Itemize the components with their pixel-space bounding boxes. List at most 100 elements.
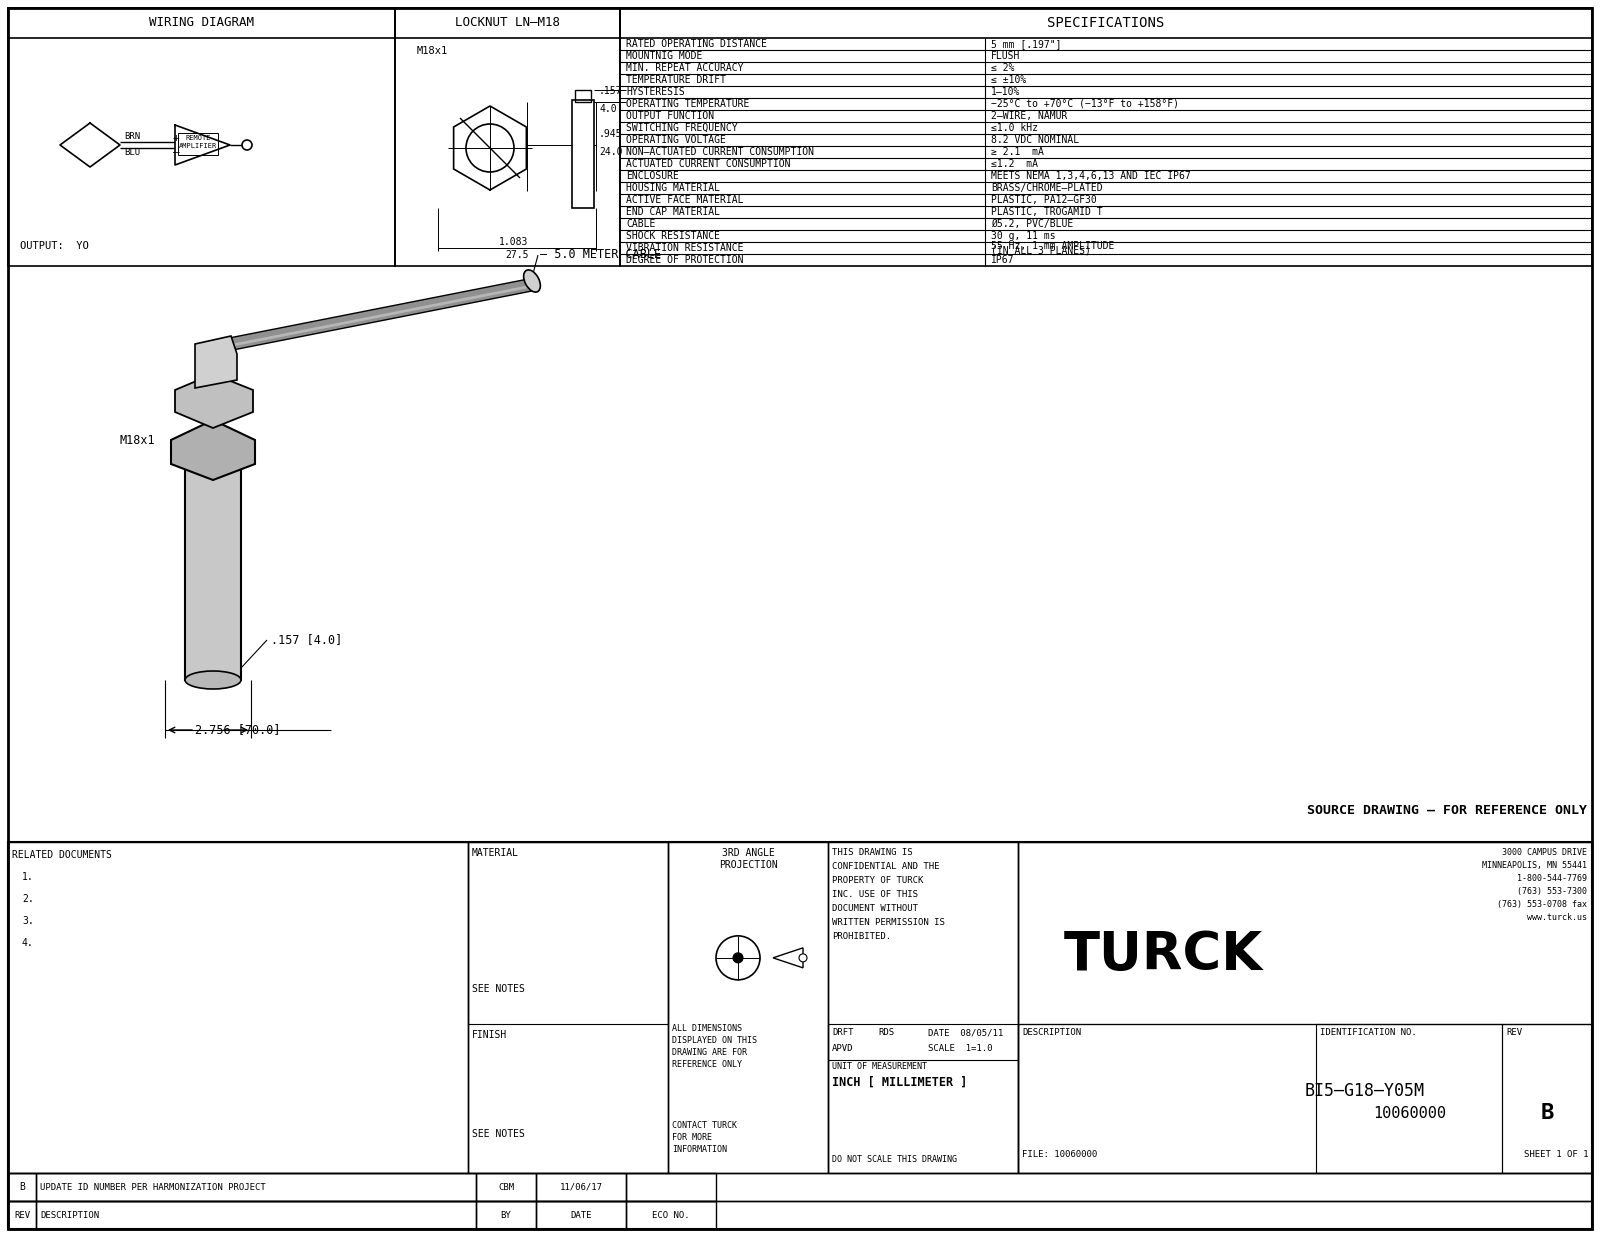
Text: CONTACT TURCK: CONTACT TURCK	[672, 1121, 738, 1131]
Bar	[35, 1201, 477, 1230]
Bar	[477, 1173, 536, 1201]
Bar	[626, 1201, 717, 1230]
Text: CABLE: CABLE	[626, 219, 656, 229]
Text: FOR MORE: FOR MORE	[672, 1133, 712, 1142]
Bar	[1018, 842, 1592, 1024]
Polygon shape	[171, 421, 254, 480]
Polygon shape	[186, 450, 242, 680]
Text: 2.756 [70.0]: 2.756 [70.0]	[195, 724, 280, 736]
Text: 5 mm [.197"]: 5 mm [.197"]	[990, 40, 1061, 49]
Text: ECO NO.: ECO NO.	[653, 1211, 690, 1220]
Text: B: B	[1541, 1103, 1554, 1123]
Bar	[8, 7, 395, 266]
Text: PLASTIC, TROGAMID T: PLASTIC, TROGAMID T	[990, 207, 1102, 216]
Bar	[8, 842, 1592, 1230]
Text: ≤1.2  mA: ≤1.2 mA	[990, 160, 1038, 169]
Text: DO NOT SCALE THIS DRAWING: DO NOT SCALE THIS DRAWING	[832, 1155, 957, 1164]
Text: INC. USE OF THIS: INC. USE OF THIS	[832, 889, 918, 899]
Text: AMPLIFIER: AMPLIFIER	[179, 143, 218, 148]
Text: 24.0: 24.0	[598, 147, 622, 157]
Text: 4.0: 4.0	[598, 104, 616, 114]
Bar	[1018, 1024, 1592, 1173]
Text: +: +	[173, 134, 179, 143]
Text: OUTPUT FUNCTION: OUTPUT FUNCTION	[626, 111, 714, 121]
Text: ≥ 2.1  mA: ≥ 2.1 mA	[990, 147, 1043, 157]
Text: TEMPERATURE DRIFT: TEMPERATURE DRIFT	[626, 75, 726, 85]
Text: (763) 553-7300: (763) 553-7300	[1517, 887, 1587, 896]
Bar	[8, 842, 467, 1173]
Bar	[536, 1173, 626, 1201]
Text: (IN ALL 3 PLANES): (IN ALL 3 PLANES)	[990, 245, 1091, 255]
Text: 4.: 4.	[22, 938, 34, 948]
Text: ALL DIMENSIONS: ALL DIMENSIONS	[672, 1024, 742, 1033]
Text: B: B	[19, 1183, 26, 1192]
Text: OUTPUT:  YO: OUTPUT: YO	[19, 241, 88, 251]
Text: 8.2 VDC NOMINAL: 8.2 VDC NOMINAL	[990, 135, 1078, 145]
Text: BRASS/CHROME–PLATED: BRASS/CHROME–PLATED	[990, 183, 1102, 193]
Text: 1.083: 1.083	[499, 238, 528, 247]
Circle shape	[798, 954, 806, 962]
Text: UPDATE ID NUMBER PER HARMONIZATION PROJECT: UPDATE ID NUMBER PER HARMONIZATION PROJE…	[40, 1183, 266, 1191]
Bar	[8, 7, 395, 38]
Text: SCALE  1=1.0: SCALE 1=1.0	[928, 1044, 992, 1053]
Text: BI5–G18–Y05M: BI5–G18–Y05M	[1306, 1082, 1426, 1100]
Text: IDENTIFICATION NO.: IDENTIFICATION NO.	[1320, 1028, 1418, 1037]
Bar	[8, 1173, 1592, 1201]
Text: −25°C to +70°C (−13°F to +158°F): −25°C to +70°C (−13°F to +158°F)	[990, 99, 1179, 109]
Text: IP67: IP67	[990, 255, 1014, 265]
Text: NON–ACTUATED CURRENT CONSUMPTION: NON–ACTUATED CURRENT CONSUMPTION	[626, 147, 814, 157]
Text: LOCKNUT LN–M18: LOCKNUT LN–M18	[454, 16, 560, 30]
Text: 10060000: 10060000	[1373, 1106, 1446, 1121]
Text: ≤ 2%: ≤ 2%	[990, 63, 1014, 73]
Text: DOCUMENT WITHOUT: DOCUMENT WITHOUT	[832, 904, 918, 913]
Text: 11/06/17: 11/06/17	[560, 1183, 603, 1191]
Text: 27.5: 27.5	[506, 250, 528, 260]
Text: THIS DRAWING IS: THIS DRAWING IS	[832, 849, 912, 857]
Bar	[1502, 1024, 1592, 1173]
Bar	[35, 1173, 477, 1201]
Text: ACTIVE FACE MATERIAL: ACTIVE FACE MATERIAL	[626, 195, 744, 205]
Text: — 5.0 METER CABLE: — 5.0 METER CABLE	[541, 249, 661, 261]
Text: SWITCHING FREQUENCY: SWITCHING FREQUENCY	[626, 122, 738, 134]
Text: MATERIAL: MATERIAL	[472, 849, 518, 858]
Text: 1-800-544-7769: 1-800-544-7769	[1517, 875, 1587, 883]
Text: FLUSH: FLUSH	[990, 51, 1021, 61]
Text: BLU: BLU	[125, 148, 141, 157]
Text: 3000 CAMPUS DRIVE: 3000 CAMPUS DRIVE	[1502, 849, 1587, 857]
Ellipse shape	[523, 270, 541, 292]
Text: M18x1: M18x1	[418, 46, 448, 56]
Ellipse shape	[186, 670, 242, 689]
Text: –: –	[173, 147, 179, 157]
Text: .157: .157	[598, 87, 622, 96]
Text: BRN: BRN	[125, 132, 141, 141]
Text: DATE: DATE	[570, 1211, 592, 1220]
Bar	[573, 100, 594, 208]
Text: (763) 553-0708 fax: (763) 553-0708 fax	[1498, 901, 1587, 909]
Text: SHEET 1 OF 1: SHEET 1 OF 1	[1523, 1150, 1587, 1159]
Bar	[536, 1201, 626, 1230]
Text: OPERATING VOLTAGE: OPERATING VOLTAGE	[626, 135, 726, 145]
Text: 3.: 3.	[22, 917, 34, 927]
Text: RDS: RDS	[878, 1028, 894, 1037]
Text: WIRING DIAGRAM: WIRING DIAGRAM	[149, 16, 254, 30]
Text: RATED OPERATING DISTANCE: RATED OPERATING DISTANCE	[626, 40, 766, 49]
Text: MINNEAPOLIS, MN 55441: MINNEAPOLIS, MN 55441	[1482, 861, 1587, 870]
Circle shape	[733, 952, 742, 962]
Text: SHOCK RESISTANCE: SHOCK RESISTANCE	[626, 231, 720, 241]
Text: .945: .945	[598, 130, 622, 140]
Text: www.turck.us: www.turck.us	[1526, 913, 1587, 922]
Text: DESCRIPTION: DESCRIPTION	[40, 1211, 99, 1220]
Polygon shape	[773, 948, 803, 967]
Bar	[1018, 842, 1592, 1173]
Text: DEGREE OF PROTECTION: DEGREE OF PROTECTION	[626, 255, 744, 265]
Bar	[467, 842, 669, 1173]
Text: MIN. REPEAT ACCURACY: MIN. REPEAT ACCURACY	[626, 63, 744, 73]
Text: DISPLAYED ON THIS: DISPLAYED ON THIS	[672, 1037, 757, 1045]
Text: 2–WIRE, NAMUR: 2–WIRE, NAMUR	[990, 111, 1067, 121]
Text: MOUNTNIG MODE: MOUNTNIG MODE	[626, 51, 702, 61]
Text: ACTUATED CURRENT CONSUMPTION: ACTUATED CURRENT CONSUMPTION	[626, 160, 790, 169]
Text: PLASTIC, PA12–GF30: PLASTIC, PA12–GF30	[990, 195, 1096, 205]
Text: END CAP MATERIAL: END CAP MATERIAL	[626, 207, 720, 216]
Text: REV: REV	[1506, 1028, 1522, 1037]
Text: REFERENCE ONLY: REFERENCE ONLY	[672, 1060, 742, 1069]
